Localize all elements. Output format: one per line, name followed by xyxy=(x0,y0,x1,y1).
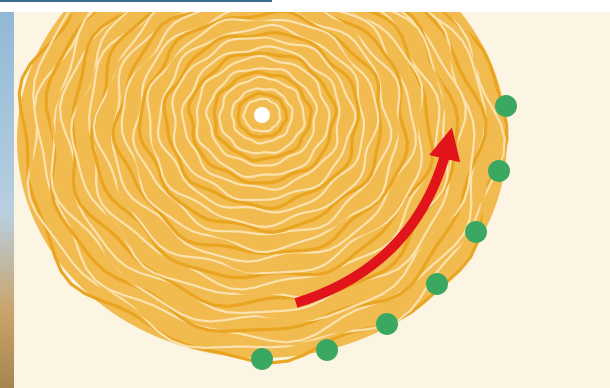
ring-line xyxy=(222,81,300,150)
ring-line xyxy=(33,12,487,344)
curved-arrow-icon xyxy=(294,127,461,308)
ring-line xyxy=(74,12,446,296)
ring-line xyxy=(92,12,424,275)
ring-line xyxy=(130,12,400,247)
ring-line xyxy=(146,18,380,229)
ring-line xyxy=(162,31,361,211)
ring-line xyxy=(198,59,324,173)
ring-line xyxy=(131,12,393,236)
ring-line xyxy=(89,12,435,280)
ring-line xyxy=(171,36,357,202)
ring-line xyxy=(87,12,441,291)
green-dot-marker xyxy=(316,339,338,361)
spiral-center xyxy=(254,107,270,123)
green-dots xyxy=(251,95,517,370)
wood-rings-spiral xyxy=(17,12,509,365)
ring-line xyxy=(151,20,376,219)
ring-line xyxy=(236,91,289,139)
ring-line xyxy=(212,70,313,162)
ring-line xyxy=(120,12,401,254)
top-bar-accent xyxy=(0,0,272,2)
ring-line xyxy=(28,12,492,346)
ring-line xyxy=(180,45,341,191)
green-dot-marker xyxy=(465,221,487,243)
green-dot-marker xyxy=(251,348,273,370)
ring-line xyxy=(248,102,276,128)
green-dot-marker xyxy=(376,313,398,335)
left-photo-strip xyxy=(0,0,14,388)
green-dot-marker xyxy=(495,95,517,117)
ring-line xyxy=(218,75,306,155)
ring-line xyxy=(195,54,331,179)
ring-line xyxy=(230,87,294,145)
green-dot-marker xyxy=(426,273,448,295)
ring-line xyxy=(242,97,282,133)
ring-line xyxy=(70,12,460,308)
green-dot-marker xyxy=(488,160,510,182)
ring-line xyxy=(175,38,349,195)
ring-line xyxy=(205,67,319,167)
top-bar xyxy=(0,0,610,12)
ring-line xyxy=(50,12,466,323)
ring-line xyxy=(186,51,338,185)
